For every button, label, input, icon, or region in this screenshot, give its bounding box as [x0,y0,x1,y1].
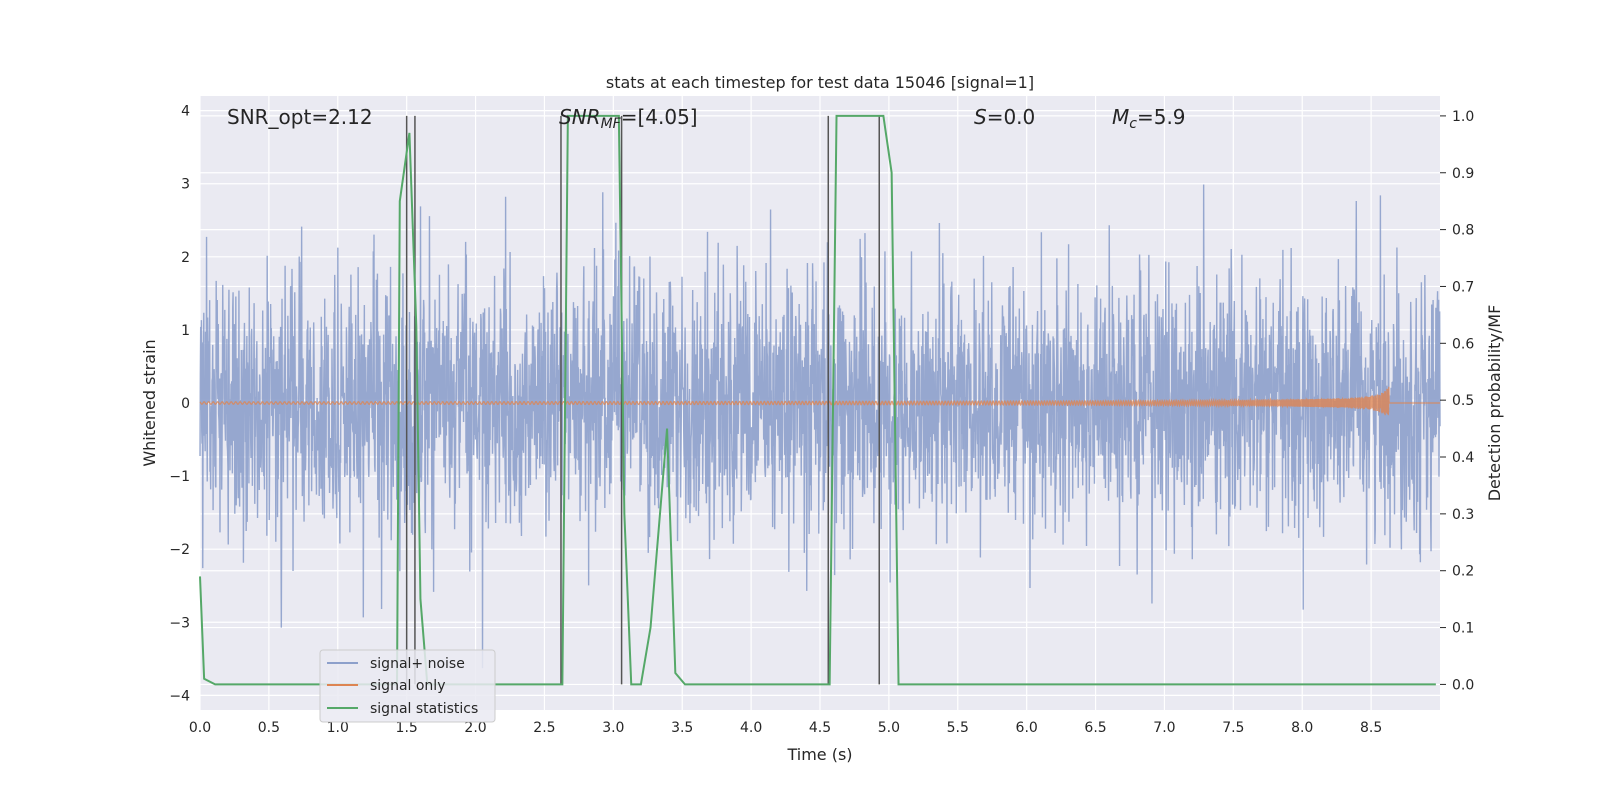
legend-box [319,649,496,723]
legend: signal+ noise signal only signal statist… [319,649,496,723]
y-tick-label-right: 0.0 [1452,677,1474,693]
y-ticks-right: 1.0 0.9 0.8 0.7 0.6 0.5 0.4 0.3 0.2 0.1 0.0 [1440,109,1474,693]
x-tick-label: 1.0 [327,720,349,736]
mc-val: =5.9 [1137,105,1186,129]
snr-mf-main: SNR [559,105,601,129]
stats-line [199,114,1436,686]
y-tick-label-left: −3 [169,615,190,631]
x-tick-label: 1.5 [396,720,418,736]
x-ticks: 0.0 0.5 1.0 1.5 2.0 2.5 3.0 3.5 4.0 4.5 5.0 5.5 6.0 6… [189,720,1382,736]
annotation-snr-opt: SNR_opt=2.12 [227,105,373,129]
y-tick-label-right: 0.2 [1452,564,1474,580]
s-val: =0.0 [987,105,1036,129]
legend-label-noise: signal+ noise [370,656,465,672]
mc-sub: c [1129,116,1137,132]
x-tick-label: 8.0 [1291,720,1313,736]
x-tick-label: 2.0 [464,720,486,736]
x-tick-label: 6.5 [1084,720,1106,736]
x-tick-label: 2.5 [533,720,555,736]
annotation-mc: Mc=5.9 [1112,105,1186,132]
stats-series [199,114,1436,686]
y-tick-label-left: −4 [169,688,190,704]
x-tick-label: 8.5 [1360,720,1382,736]
y-tick-label-right: 0.8 [1452,223,1474,239]
y-axis-label-right: Detection probability/MF [1485,305,1504,502]
y-tick-label-right: 0.5 [1452,393,1474,409]
y-tick-label-left: −2 [169,542,190,558]
legend-label-signal: signal only [370,678,445,694]
snr-mf-sub: MF [601,116,622,132]
snr-mf-val: =[4.05] [621,105,698,129]
y-ticks-left: 4 3 2 1 0 −1 −2 −3 −4 [169,104,190,705]
y-tick-label-right: 0.3 [1452,507,1474,523]
y-tick-label-left: 0 [181,396,190,412]
y-tick-label-right: 0.1 [1452,621,1474,637]
x-tick-label: 3.5 [671,720,693,736]
y-tick-label-left: 2 [181,250,190,266]
y-tick-label-right: 0.9 [1452,166,1474,182]
x-tick-label: 5.0 [878,720,900,736]
x-tick-label: 5.5 [947,720,969,736]
mc-main: M [1112,105,1129,129]
x-axis-label: Time (s) [786,745,852,764]
y-tick-label-right: 0.6 [1452,336,1474,352]
x-tick-label: 6.0 [1016,720,1038,736]
x-tick-label: 0.0 [189,720,211,736]
chart-title: stats at each timestep for test data 150… [606,73,1034,92]
x-tick-label: 3.0 [602,720,624,736]
annotation-snr-mf: SNRMF=[4.05] [559,105,698,132]
vlines [405,115,880,685]
annotation-s: S=0.0 [974,105,1035,129]
x-tick-label: 4.5 [809,720,831,736]
y-axis-label-left: Whitened strain [140,339,159,466]
legend-label-stats: signal statistics [370,701,478,717]
y-tick-label-left: 3 [181,177,190,193]
x-tick-label: 7.5 [1222,720,1244,736]
y-tick-label-right: 0.4 [1452,450,1474,466]
y-tick-label-right: 0.7 [1452,279,1474,295]
y-tick-label-left: −1 [169,469,190,485]
x-tick-label: 0.5 [258,720,280,736]
y-tick-label-left: 1 [181,323,190,339]
y-tick-label-left: 4 [181,104,190,120]
s-main: S [974,105,987,129]
x-tick-label: 7.0 [1153,720,1175,736]
y-tick-label-right: 1.0 [1452,109,1474,125]
x-tick-label: 4.0 [740,720,762,736]
